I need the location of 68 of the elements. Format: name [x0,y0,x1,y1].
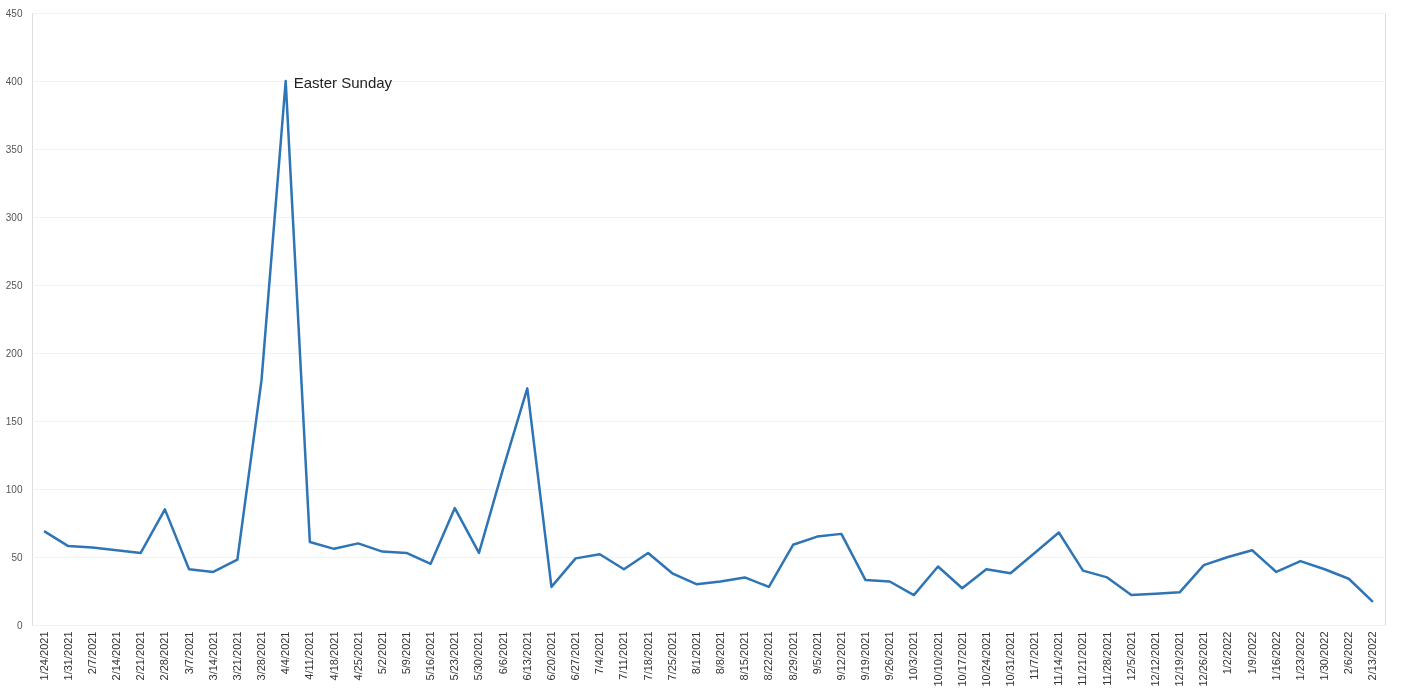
x-tick-label: 2/13/2022 [1366,631,1379,681]
x-tick-label: 8/15/2021 [738,631,751,681]
x-tick-label: 2/14/2021 [110,631,123,681]
y-tick-label: 150 [5,415,23,427]
x-tick-label: 2/28/2021 [158,631,171,681]
x-tick-label: 12/12/2021 [1148,631,1161,687]
annotation: Easter Sunday [293,74,393,91]
x-tick-label: 5/2/2021 [375,631,388,675]
x-tick-label: 11/7/2021 [1028,631,1041,680]
x-tick-label: 4/18/2021 [327,631,340,681]
y-tick-label: 0 [16,619,23,631]
x-tick-label: 3/7/2021 [182,631,195,675]
x-tick-label: 6/13/2021 [520,631,533,681]
x-tick-label: 1/16/2022 [1269,631,1282,681]
y-tick-label: 200 [5,347,23,359]
x-tick-label: 3/28/2021 [255,631,268,681]
x-tick-label: 1/30/2022 [1318,631,1331,681]
y-tick-label: 50 [11,551,23,563]
x-tick-label: 2/7/2021 [85,631,98,675]
x-tick-label: 5/9/2021 [399,631,412,675]
y-tick-label: 300 [5,211,23,223]
x-tick-label: 2/21/2021 [134,631,147,681]
x-tick-label: 12/26/2021 [1197,631,1210,687]
x-tick-label: 8/22/2021 [762,631,775,681]
x-tick-label: 5/30/2021 [472,631,485,681]
x-tick-label: 7/11/2021 [617,631,630,680]
x-tick-label: 10/17/2021 [955,631,968,687]
x-tick-label: 9/12/2021 [834,631,847,681]
x-tick-label: 12/19/2021 [1173,631,1186,687]
y-tick-label: 400 [5,75,23,87]
x-tick-label: 7/25/2021 [665,631,678,681]
x-tick-label: 9/26/2021 [883,631,896,681]
x-tick-label: 7/18/2021 [641,631,654,681]
x-tick-label: 12/5/2021 [1124,631,1137,681]
x-tick-label: 5/16/2021 [424,631,437,681]
x-tick-label: 10/10/2021 [931,631,944,687]
x-tick-label: 10/31/2021 [1004,631,1017,687]
x-tick-label: 3/21/2021 [230,631,243,681]
x-tick-label: 10/3/2021 [907,631,920,681]
x-tick-label: 2/6/2022 [1342,631,1355,675]
y-tick-label: 350 [5,143,23,155]
x-tick-label: 9/19/2021 [859,631,872,681]
y-tick-label: 250 [5,279,23,291]
x-tick-label: 4/4/2021 [279,631,292,675]
x-tick-label: 1/23/2022 [1293,631,1306,681]
x-tick-label: 6/27/2021 [569,631,582,681]
x-tick-label: 11/28/2021 [1100,631,1113,686]
y-tick-label: 100 [5,483,23,495]
x-tick-label: 1/24/2021 [37,631,50,681]
x-tick-label: 8/1/2021 [689,631,702,675]
x-tick-label: 11/14/2021 [1052,631,1065,686]
x-tick-label: 5/23/2021 [448,631,461,681]
x-tick-label: 8/8/2021 [714,631,727,675]
x-tick-label: 7/4/2021 [593,631,606,675]
x-tick-label: 8/29/2021 [786,631,799,681]
x-tick-label: 10/24/2021 [979,631,992,687]
x-tick-label: 1/9/2022 [1245,631,1258,675]
x-tick-label: 6/20/2021 [544,631,557,681]
x-tick-label: 1/31/2021 [61,631,74,681]
y-tick-label: 450 [5,7,23,19]
x-tick-label: 4/11/2021 [303,631,316,680]
x-tick-label: 3/14/2021 [206,631,219,681]
x-tick-label: 11/21/2021 [1076,631,1089,686]
x-tick-label: 1/2/2022 [1221,631,1234,675]
x-tick-label: 9/5/2021 [810,631,823,675]
x-tick-label: 4/25/2021 [351,631,364,681]
x-tick-label: 6/6/2021 [496,631,509,675]
line-series [42,79,1375,604]
